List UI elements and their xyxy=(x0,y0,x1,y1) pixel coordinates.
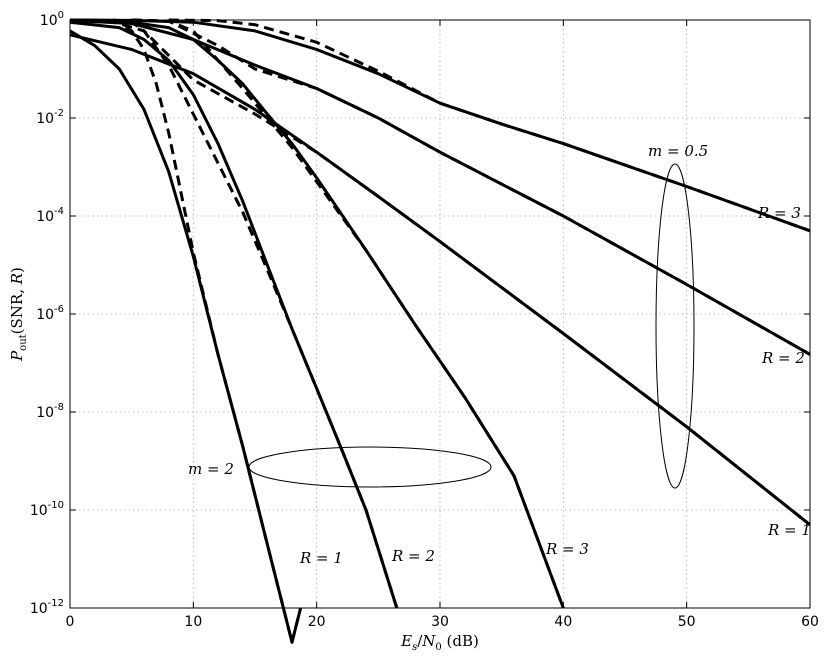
x-tick-label: 20 xyxy=(308,614,326,630)
y-tick-label: 10-10 xyxy=(30,500,64,519)
series-lines xyxy=(69,18,811,644)
x-tick-label: 10 xyxy=(184,614,202,630)
series-line-m05-R3-solid xyxy=(69,18,811,233)
x-tick-label: 0 xyxy=(66,614,75,630)
series-line-m2-R3-dashed xyxy=(131,18,565,609)
annotation-R-label: R = 2 xyxy=(761,349,805,367)
annotation-m2-label: m = 2 xyxy=(188,460,234,478)
annotation-R-label: R = 1 xyxy=(767,521,811,539)
annotation-R-label: R = 1 xyxy=(299,549,343,567)
annotation-m05-label: m = 0.5 xyxy=(648,142,708,160)
series-line-m05-R1-dashed xyxy=(106,18,811,526)
annotations: m = 2 m = 0.5 R = 1 R = 2 R = 3 R = 1 R = 2 R =… xyxy=(188,142,811,567)
grid-lines xyxy=(70,20,810,608)
series-line-m05-R2-dashed xyxy=(131,18,811,356)
annotation-R-label: R = 3 xyxy=(545,540,589,558)
x-tick-label: 60 xyxy=(801,614,819,630)
annotation-R-label: R = 2 xyxy=(391,547,435,565)
y-tick-label: 10-2 xyxy=(36,108,64,127)
m2-group-ellipse xyxy=(248,446,492,488)
y-tick-label: 10-6 xyxy=(36,304,64,323)
x-tick-label: 50 xyxy=(678,614,696,630)
axis-ticks: 0 10 20 30 40 50 60 10-12 10-10 10-8 10-6 10-4 10-2 1… xyxy=(30,10,819,630)
annotation-R-label: R = 3 xyxy=(757,204,801,222)
y-axis-label: Pout(SNR, R) xyxy=(8,267,29,362)
y-tick-label: 100 xyxy=(40,10,64,29)
y-tick-label: 10-4 xyxy=(36,206,64,225)
x-tick-label: 30 xyxy=(431,614,449,630)
x-tick-label: 40 xyxy=(554,614,572,630)
m05-group-ellipse xyxy=(655,163,695,489)
series-line-m05-R3-dashed xyxy=(168,18,811,233)
x-axis-label: Es/N0 (dB) xyxy=(400,632,479,653)
y-tick-label: 10-12 xyxy=(30,598,64,617)
y-tick-label: 10-8 xyxy=(36,402,64,421)
series-line-m2-R1-dashed xyxy=(124,26,303,644)
